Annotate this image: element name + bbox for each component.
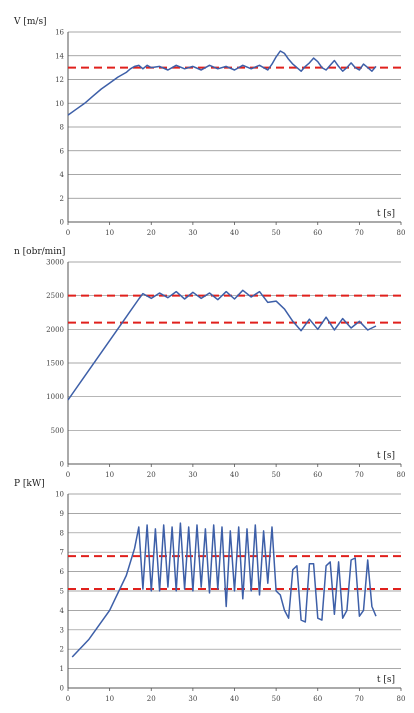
x-tick-label: 20: [147, 229, 156, 237]
y-tick-label: 2000: [46, 326, 64, 334]
y-tick-label: 8: [60, 124, 64, 132]
x-tick-label: 30: [188, 695, 197, 703]
y-tick-label: 2500: [46, 292, 64, 300]
series-line: [67, 289, 377, 401]
x-tick-label: 10: [105, 471, 114, 479]
x-tick-label: 50: [272, 695, 281, 703]
y-tick-label: 500: [51, 427, 64, 435]
x-tick-label: 60: [313, 471, 322, 479]
y-tick-label: 4: [60, 171, 65, 179]
y-tick-label: 2: [60, 195, 64, 203]
y-tick-label: 3: [60, 626, 64, 634]
y-tick-label: 1: [60, 665, 64, 673]
y-tick-label: 12: [55, 76, 64, 84]
x-tick-label: 40: [230, 695, 239, 703]
chart-engine-speed: 0 500 1000 1500 2000 2500 3000 0 10 20 30 40 50 60 70 8…: [14, 247, 405, 479]
x-tick-label: 50: [272, 229, 281, 237]
chart-power: 0 1 2 3 4 5 6 7 8 9 10 0 10 20 30 40 50 60 70 80 P [kW] t [s]: [14, 479, 405, 703]
x-tick-label: 20: [147, 695, 156, 703]
y-tick-label: 10: [55, 100, 64, 108]
y-tick-label: 8: [60, 529, 64, 537]
y-tick-label: 3000: [46, 259, 64, 267]
x-tick-label: 70: [355, 471, 364, 479]
x-tick-label: 80: [397, 471, 406, 479]
y-tick-label: 0: [60, 461, 64, 469]
x-tick-label: 40: [230, 471, 239, 479]
x-tick-label: 50: [272, 471, 281, 479]
x-axis-label: t [s]: [377, 209, 395, 219]
y-tick-label: 1500: [46, 360, 64, 368]
y-tick-label: 0: [60, 219, 64, 227]
x-tick-label: 30: [188, 471, 197, 479]
chart-velocity: 0 2 4 6 8 10 12 14 16 0 10 20 30 40 50 60 70 80 V [m/s] t […: [13, 17, 405, 237]
x-tick-label: 70: [355, 229, 364, 237]
x-tick-label: 80: [397, 229, 406, 237]
y-tick-label: 2: [60, 646, 64, 654]
x-tick-label: 60: [313, 229, 322, 237]
y-axis-label: n [obr/min]: [14, 247, 65, 257]
x-tick-label: 70: [355, 695, 364, 703]
x-tick-label: 30: [188, 229, 197, 237]
series-line: [67, 50, 377, 116]
y-tick-label: 16: [55, 29, 64, 37]
y-tick-label: 6: [60, 568, 65, 576]
y-tick-label: 9: [60, 510, 64, 518]
y-tick-label: 0: [60, 685, 64, 693]
y-tick-label: 6: [60, 147, 65, 155]
x-tick-label: 0: [66, 471, 70, 479]
y-tick-label: 5: [60, 588, 64, 596]
y-tick-label: 1000: [46, 393, 64, 401]
x-tick-label: 0: [66, 229, 70, 237]
y-axis-label: V [m/s]: [13, 17, 47, 27]
x-tick-label: 40: [230, 229, 239, 237]
x-tick-label: 0: [66, 695, 70, 703]
y-tick-label: 14: [55, 52, 64, 60]
y-tick-label: 4: [60, 607, 65, 615]
x-tick-label: 20: [147, 471, 156, 479]
x-axis-label: t [s]: [377, 451, 395, 461]
x-tick-label: 10: [105, 229, 114, 237]
x-tick-label: 10: [105, 695, 114, 703]
x-tick-label: 80: [397, 695, 406, 703]
y-tick-label: 10: [55, 491, 64, 499]
x-axis-label: t [s]: [377, 675, 395, 685]
x-tick-label: 60: [313, 695, 322, 703]
y-axis-label: P [kW]: [14, 479, 45, 489]
series-line: [71, 522, 377, 658]
y-tick-label: 7: [60, 549, 64, 557]
